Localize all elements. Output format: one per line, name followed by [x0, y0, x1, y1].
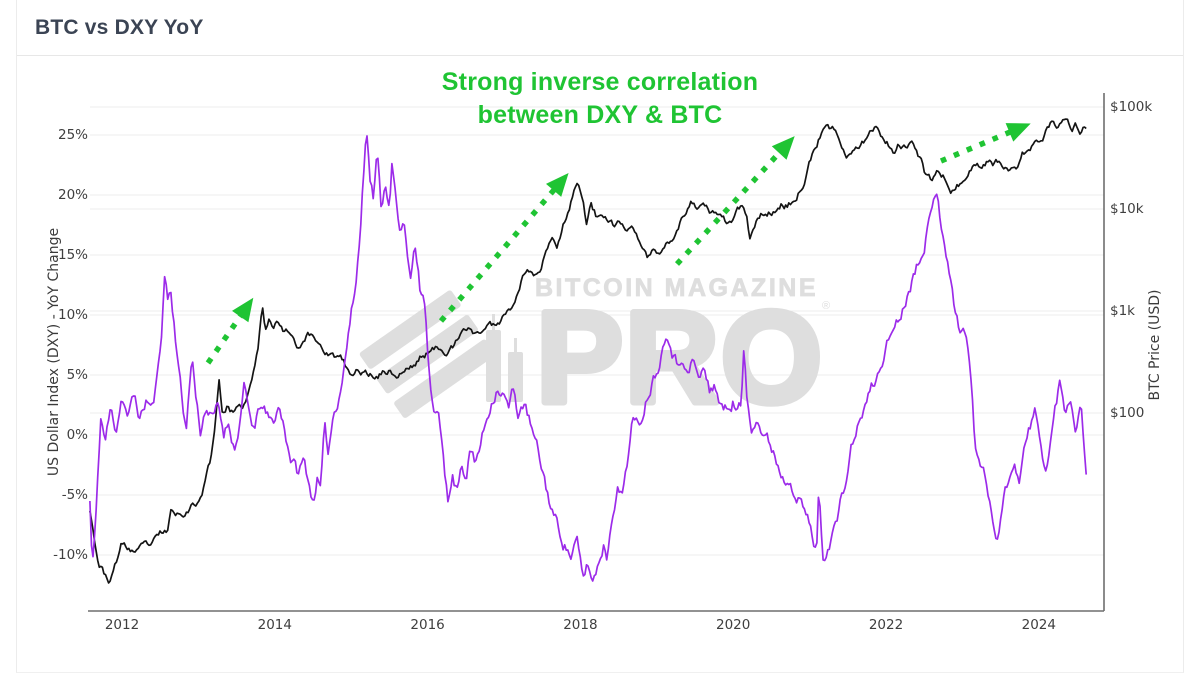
watermark-product: PRO	[536, 284, 824, 430]
dxy-yoy-line	[89, 135, 1088, 582]
chart-header: BTC vs DXY YoY	[16, 0, 1184, 56]
left-axis-tick-label: 10%	[57, 307, 88, 323]
x-axis-tick-label: 2020	[716, 617, 751, 633]
left-axis-tick-label: 25%	[57, 127, 88, 143]
x-axis-tick-label: 2012	[104, 617, 140, 633]
right-axis-tick-label: $1k	[1110, 303, 1135, 319]
arrow-1-head-icon	[232, 297, 254, 323]
x-axis-tick-label: 2022	[868, 617, 904, 633]
arrow-3-dotted-line	[674, 148, 784, 266]
left-axis-tick-label: 20%	[57, 187, 88, 203]
btc-price-line	[89, 118, 1087, 584]
annotation-line-2: between DXY & BTC	[477, 101, 723, 129]
x-axis-tick-label: 2024	[1021, 617, 1056, 633]
right-axis-tick-label: $10k	[1110, 201, 1144, 217]
left-axis-tick-label: -5%	[61, 487, 88, 503]
arrow-4-head-icon	[1005, 123, 1031, 142]
x-axis-tick-label: 2018	[563, 617, 598, 633]
watermark-brand: BITCOIN MAGAZINE	[535, 274, 818, 302]
x-axis-tick-label: 2014	[257, 617, 292, 633]
x-axis-tick-label: 2016	[410, 617, 445, 633]
right-axis-tick-label: $100	[1110, 405, 1145, 421]
bitcoin-magazine-logo-icon	[359, 290, 523, 418]
page-title: BTC vs DXY YoY	[35, 15, 204, 39]
left-axis-tick-label: 5%	[66, 367, 88, 383]
arrow-3-head-icon	[771, 136, 795, 160]
chart-annotation: Strong inverse correlation between DXY &…	[300, 66, 900, 132]
left-axis-tick-label: 15%	[57, 247, 88, 263]
gridlines	[90, 106, 1104, 556]
annotation-arrows	[205, 123, 1031, 365]
left-axis-tick-label: -10%	[53, 547, 88, 563]
arrow-1-dotted-line	[205, 312, 245, 365]
left-axis-tick-label: 0%	[66, 427, 88, 443]
annotation-line-1: Strong inverse correlation	[441, 68, 759, 96]
watermark-registered-icon: ®	[822, 300, 830, 312]
arrow-2-dotted-line	[438, 186, 558, 323]
right-axis-tick-label: $100k	[1110, 99, 1153, 115]
arrow-4-dotted-line	[939, 128, 1014, 164]
arrow-2-head-icon	[546, 173, 569, 197]
